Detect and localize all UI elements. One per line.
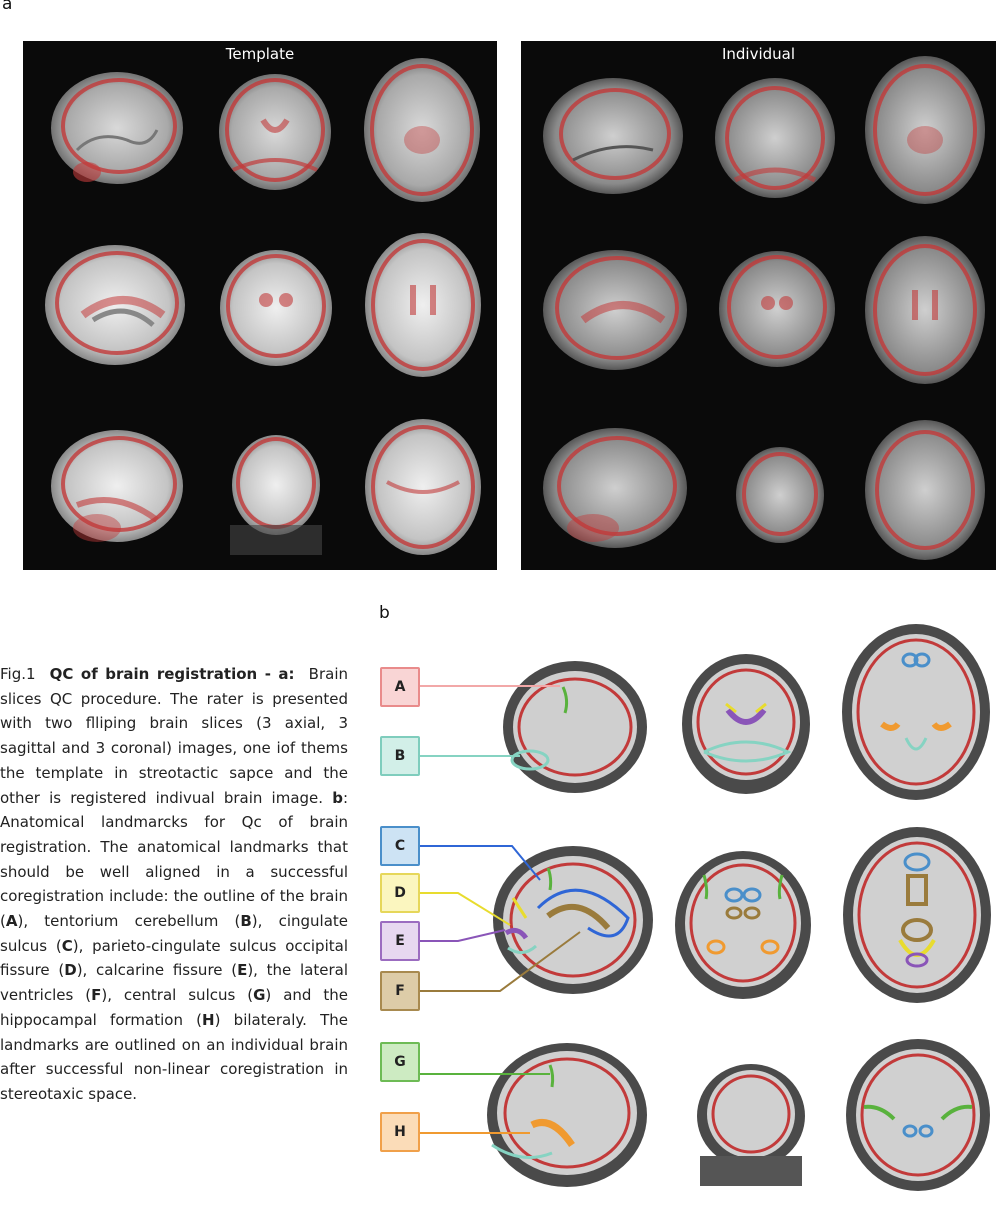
landmark-label-d: D [394, 885, 406, 901]
caption-text-7: ) and the hippocampal formation ( [0, 986, 349, 1029]
landmark-label-h: H [394, 1124, 406, 1140]
caption-ref-g: G [253, 986, 266, 1005]
template-coronal-1 [203, 60, 348, 200]
caption-ref-e: E [237, 961, 248, 980]
landmark-box-h: H [380, 1112, 420, 1152]
landmark-label-f: F [395, 983, 405, 999]
individual-coronal-3 [720, 440, 840, 560]
landmark-label-e: E [395, 933, 405, 949]
landmark-label-a: A [394, 679, 406, 695]
template-coronal-2 [206, 240, 346, 375]
figure-caption: Fig.1 QC of brain registration - a: Brai… [0, 662, 348, 1107]
caption-fig-label: Fig.1 [0, 665, 36, 683]
template-sagittal-3 [37, 420, 197, 560]
caption-ref-d: D [64, 961, 77, 980]
template-sagittal-2 [33, 235, 198, 380]
individual-coronal-1 [705, 70, 845, 205]
landmark-label-b: B [394, 748, 406, 764]
caption-text-6: ), central sulcus ( [101, 986, 254, 1005]
template-axial-3 [357, 412, 490, 562]
individual-sagittal-1 [533, 70, 693, 200]
caption-text-3: ), parieto-cingulate sulcus occipital fi… [0, 936, 348, 980]
template-axial-2 [357, 225, 490, 385]
landmark-coronal-2 [668, 845, 818, 1005]
landmark-sagittal-2 [478, 838, 658, 1003]
landmark-axial-3 [840, 1035, 996, 1195]
panel-a-letter: a [2, 0, 13, 14]
individual-axial-1 [860, 50, 990, 210]
caption-b-label: b [332, 788, 343, 807]
landmark-box-g: G [380, 1042, 420, 1082]
caption-text-4: ), calcarine fissure ( [76, 961, 238, 980]
landmark-box-e: E [380, 921, 420, 961]
landmark-axial-1 [836, 620, 996, 805]
panel-b-letter: b [379, 603, 390, 623]
individual-axial-2 [860, 230, 990, 390]
individual-title: Individual [721, 45, 796, 63]
landmark-sagittal-3 [472, 1035, 652, 1195]
caption-text-2: ), cingulate sulcus ( [0, 912, 348, 955]
template-axial-1 [355, 50, 490, 210]
caption-text-5: ), the lateral ventricles ( [0, 961, 348, 1005]
landmark-label-c: C [394, 838, 406, 854]
individual-axial-3 [860, 415, 990, 565]
template-title: Template [225, 45, 295, 63]
landmark-axial-2 [838, 820, 996, 1010]
individual-sagittal-2 [533, 240, 698, 380]
landmark-box-c: C [380, 826, 420, 866]
caption-ref-a: A [5, 912, 18, 931]
caption-ref-b: B [240, 912, 252, 931]
landmark-box-f: F [380, 971, 420, 1011]
landmark-coronal-3 [690, 1060, 812, 1190]
landmark-coronal-1 [676, 652, 816, 800]
landmark-sagittal-1 [485, 655, 650, 800]
caption-part-b: : Anatomical landmarcks for Qc of brain … [0, 788, 348, 931]
caption-ref-f: F [91, 986, 102, 1005]
caption-ref-c: C [61, 936, 73, 955]
landmark-box-a: A [380, 667, 420, 707]
caption-title: QC of brain registration - a: [49, 665, 295, 683]
individual-coronal-2 [708, 243, 846, 378]
caption-ref-h: H [202, 1010, 215, 1029]
landmark-label-g: G [394, 1054, 406, 1070]
template-coronal-3 [210, 425, 342, 560]
template-sagittal-1 [37, 60, 197, 200]
individual-sagittal-3 [533, 420, 698, 560]
landmark-box-b: B [380, 736, 420, 776]
caption-part-a: Brain slices QC procedure. The rater is … [0, 665, 348, 807]
landmark-box-d: D [380, 873, 420, 913]
caption-text-8: ) bilateraly. The landmarks are outlined… [0, 1010, 348, 1103]
caption-text-1: ), tentorium cerebellum ( [17, 912, 241, 931]
